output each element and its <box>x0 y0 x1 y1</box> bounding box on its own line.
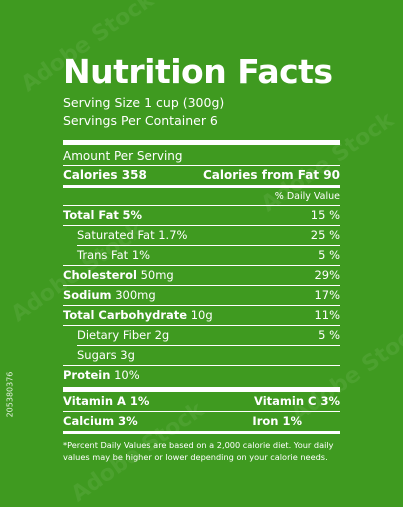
divider <box>63 325 340 326</box>
calcium: Calcium 3% <box>63 414 138 428</box>
calories: Calories 358 <box>63 168 147 182</box>
nutrient-label: Cholesterol <box>63 268 137 282</box>
nutrient-dv: 17% <box>314 288 340 302</box>
nutrient-row-sugars: Sugars 3g <box>63 346 340 365</box>
nutrient-amount: 50mg <box>140 268 174 282</box>
nutrient-label: Dietary Fiber 2g <box>77 328 170 342</box>
nutrient-row-protein: Protein 10% <box>63 366 340 385</box>
divider <box>63 305 340 306</box>
nutrient-amount: 5% <box>122 208 143 222</box>
nutrient-dv: 29% <box>314 268 340 282</box>
nutrient-amount: 10g <box>190 308 213 322</box>
vitamins-row-2: Calcium 3% Iron 1% <box>63 412 340 431</box>
nutrient-row-dietary-fiber: Dietary Fiber 2g 5 % <box>63 326 340 345</box>
footnote: *Percent Daily Values are based on a 2,0… <box>63 440 334 462</box>
daily-value-header: % Daily Value <box>274 191 340 202</box>
nutrient-row-saturated-fat: Saturated Fat 1.7% 25 % <box>63 226 340 245</box>
nutrient-row-total-fat: Total Fat 5% 15 % <box>63 206 340 225</box>
divider-medium <box>63 431 340 434</box>
nutrient-row-sodium: Sodium 300mg 17% <box>63 286 340 305</box>
divider <box>63 365 340 366</box>
servings-per-container: Servings Per Container 6 <box>63 113 218 128</box>
nutrient-dv: 5 % <box>318 248 340 262</box>
iron: Iron 1% <box>252 414 302 428</box>
divider <box>63 205 340 206</box>
vitamin-a: Vitamin A 1% <box>63 394 150 408</box>
divider <box>63 285 340 286</box>
nutrient-dv: 5 % <box>318 328 340 342</box>
nutrition-label: Nutrition Facts Serving Size 1 cup (300g… <box>63 50 340 463</box>
nutrient-label: Total Carbohydrate <box>63 308 188 322</box>
divider <box>77 345 340 346</box>
divider-medium <box>63 185 340 188</box>
nutrient-label: Saturated Fat 1.7% <box>77 228 188 242</box>
nutrient-row-total-carbohydrate: Total Carbohydrate 10g 11% <box>63 306 340 325</box>
calories-from-fat: Calories from Fat 90 <box>202 168 340 182</box>
amount-per-serving: Amount Per Serving <box>63 149 183 163</box>
nutrient-amount: 10% <box>114 368 140 382</box>
divider <box>63 265 340 266</box>
serving-size: Serving Size 1 cup (300g) <box>63 95 225 110</box>
calories-row: Calories 358 Calories from Fat 90 <box>63 166 340 185</box>
nutrient-amount: 300mg <box>115 288 156 302</box>
vitamins-row-1: Vitamin A 1% Vitamin C 3% <box>63 392 340 411</box>
nutrient-label: Protein <box>63 368 111 382</box>
divider <box>63 165 340 166</box>
label-title: Nutrition Facts <box>63 52 333 91</box>
nutrient-label: Sodium <box>63 288 112 302</box>
divider <box>77 245 340 246</box>
stock-id-label: 205380376 <box>5 371 15 418</box>
vitamin-c: Vitamin C 3% <box>254 394 340 408</box>
nutrient-dv: 25 % <box>310 228 340 242</box>
nutrient-label: Trans Fat 1% <box>77 248 151 262</box>
nutrient-dv: 15 % <box>310 208 340 222</box>
nutrient-label: Total Fat <box>63 208 119 222</box>
divider <box>63 225 340 226</box>
divider-thick <box>63 387 340 392</box>
divider-thick <box>63 140 340 145</box>
nutrient-dv: 11% <box>314 308 340 322</box>
nutrient-row-cholesterol: Cholesterol 50mg 29% <box>63 266 340 285</box>
nutrient-label: Sugars 3g <box>77 348 135 362</box>
nutrient-row-trans-fat: Trans Fat 1% 5 % <box>63 246 340 265</box>
divider <box>63 411 340 412</box>
